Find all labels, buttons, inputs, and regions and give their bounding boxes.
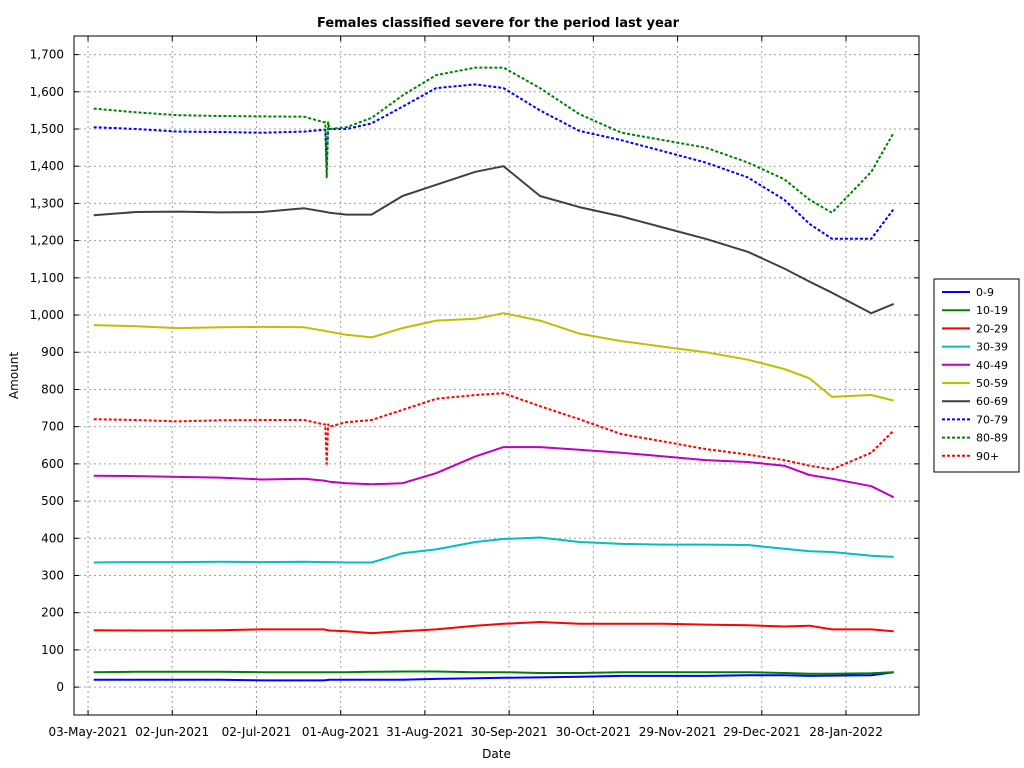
y-tick-label: 900	[41, 345, 64, 359]
y-tick-label: 0	[56, 680, 64, 694]
series-line-10-19	[93, 670, 894, 675]
y-tick-label: 1,500	[30, 122, 64, 136]
ticks: 0 100 200 300 400 500 600 700 800 900 1,000 1,100 1,…	[30, 36, 919, 739]
plot-frame	[73, 35, 920, 716]
y-tick-label: 400	[41, 531, 64, 545]
x-tick-label: 03-May-2021	[48, 725, 127, 739]
legend-label: 80-89	[976, 432, 1008, 445]
legend-label: 10-19	[976, 304, 1008, 317]
x-tick-label: 31-Aug-2021	[386, 725, 464, 739]
series-line-90+	[93, 392, 895, 471]
legend-label: 30-39	[976, 341, 1008, 354]
y-tick-label: 1,300	[30, 196, 64, 210]
x-tick-label: 30-Oct-2021	[556, 725, 632, 739]
series-line-70-79	[93, 83, 895, 240]
x-tick-label: 01-Aug-2021	[302, 725, 380, 739]
legend: 0-9 10-19 20-29 30-39 40-49 50-59 60-69 70-79 80…	[933, 278, 1020, 473]
y-tick-label: 700	[41, 420, 64, 434]
series-line-80-89	[93, 66, 895, 214]
x-tick-label: 30-Sep-2021	[471, 725, 548, 739]
x-tick-label: 28-Jan-2022	[809, 725, 883, 739]
y-axis-label: Amount	[7, 352, 21, 399]
legend-label: 60-69	[976, 395, 1008, 408]
grid	[74, 36, 919, 715]
series-line-60-69	[93, 165, 895, 315]
y-tick-label: 200	[41, 606, 64, 620]
series-line-20-29	[93, 621, 894, 635]
legend-label: 50-59	[976, 377, 1008, 390]
y-tick-label: 1,200	[30, 234, 64, 248]
chart-title: Females classified severe for the period…	[317, 16, 680, 31]
series-line-30-39	[93, 536, 894, 564]
legend-label: 90+	[976, 450, 999, 463]
x-tick-label: 02-Jul-2021	[222, 725, 292, 739]
series-line-40-49	[93, 446, 895, 499]
y-tick-label: 1,400	[30, 159, 64, 173]
x-tick-label: 02-Jun-2021	[135, 725, 209, 739]
series-line-50-59	[93, 312, 894, 402]
y-tick-label: 1,700	[30, 48, 64, 62]
y-tick-label: 1,000	[30, 308, 64, 322]
legend-label: 20-29	[976, 322, 1008, 335]
y-tick-label: 300	[41, 568, 64, 582]
legend-label: 70-79	[976, 413, 1008, 426]
x-axis-label: Date	[482, 747, 511, 761]
legend-label: 40-49	[976, 359, 1008, 372]
legend-label: 0-9	[976, 286, 994, 299]
x-tick-label: 29-Dec-2021	[723, 725, 801, 739]
series-line-0-9	[93, 671, 894, 682]
y-tick-label: 600	[41, 457, 64, 471]
series-layer	[93, 66, 895, 682]
y-tick-label: 1,600	[30, 85, 64, 99]
x-tick-label: 29-Nov-2021	[639, 725, 717, 739]
y-tick-label: 500	[41, 494, 64, 508]
y-tick-label: 800	[41, 382, 64, 396]
y-tick-label: 1,100	[30, 271, 64, 285]
y-tick-label: 100	[41, 643, 64, 657]
